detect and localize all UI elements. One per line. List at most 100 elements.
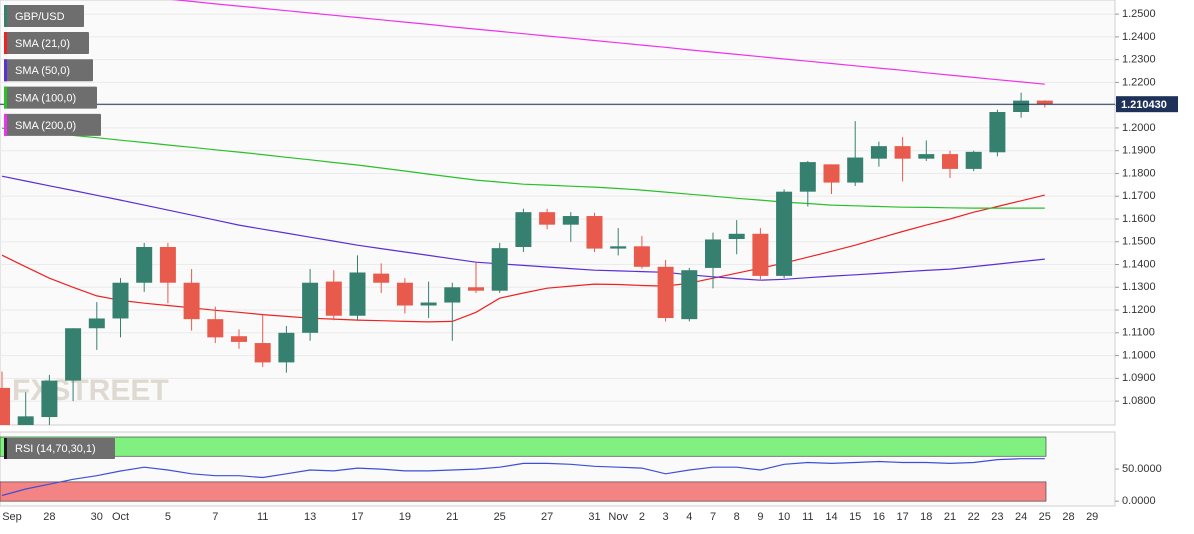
candle-body (799, 162, 816, 192)
candle-body (420, 302, 437, 306)
x-tick-label: 9 (757, 511, 763, 523)
candle-body (1013, 100, 1030, 112)
candle-body (396, 282, 413, 306)
sma-line (1, 175, 1045, 281)
x-tick-label: 28 (43, 511, 55, 523)
candle-body (610, 246, 627, 249)
candle-body (0, 387, 10, 425)
legend-box (4, 59, 93, 82)
x-tick-label: 5 (165, 511, 171, 523)
x-tick-label: 25 (1039, 511, 1051, 523)
x-tick-label: 22 (968, 511, 980, 523)
legend-box (4, 32, 89, 54)
candle-body (65, 328, 82, 381)
rsi-line (1, 458, 1045, 497)
candle-body (325, 281, 342, 316)
legend-swatch (4, 59, 7, 82)
x-tick-label: 7 (710, 511, 716, 523)
y-tick-label: 1.0900 (1122, 372, 1156, 384)
x-tick-label: 13 (304, 511, 316, 523)
candle-body (847, 157, 864, 183)
x-tick-label: 21 (446, 511, 458, 523)
candle-body (278, 332, 295, 363)
y-tick-label: 1.1500 (1122, 236, 1156, 248)
candle-body (136, 246, 153, 283)
candle-body (349, 272, 366, 316)
legend-box (4, 438, 115, 459)
candle-body (112, 282, 129, 319)
candle-body (1036, 100, 1053, 105)
candle-body (515, 212, 532, 247)
sma-line (170, 0, 1045, 85)
x-tick-label: 18 (920, 511, 932, 523)
x-tick-label: 24 (1015, 511, 1027, 523)
candle-body (894, 146, 911, 159)
x-tick-label: 19 (399, 511, 411, 523)
legend-box (4, 86, 97, 109)
candle-body (41, 380, 58, 418)
y-tick-label: 1.0800 (1122, 395, 1156, 407)
watermark: FXSTREET (12, 374, 169, 407)
legend-swatch (4, 5, 7, 27)
x-tick-label: 3 (663, 511, 669, 523)
candle-body (468, 287, 484, 291)
candle-body (776, 191, 793, 276)
legend-swatch (4, 113, 7, 136)
candle-body (159, 246, 176, 283)
legend-swatch (4, 32, 7, 54)
candle-body (302, 282, 319, 333)
sma-line (1, 127, 1045, 209)
price-panel (0, 0, 1116, 426)
x-tick-label: 7 (212, 511, 218, 523)
x-tick-label: 25 (494, 511, 506, 523)
y-tick-label: 1.1400 (1122, 258, 1156, 270)
candle-body (586, 216, 603, 249)
overlay: 1.25001.24001.23001.22001.21001.20001.19… (2, 5, 1178, 523)
legend-label: SMA (21,0) (15, 38, 70, 50)
y-tick-label: 1.1200 (1122, 304, 1156, 316)
legend-label: GBP/USD (15, 11, 65, 23)
x-tick-label: 11 (257, 511, 268, 523)
candle-body (989, 111, 1006, 153)
sma-line (1, 194, 1045, 323)
candle-body (965, 151, 982, 169)
y-tick-label: 1.2000 (1122, 122, 1156, 134)
candle-body (539, 212, 556, 225)
x-tick-label: 17 (896, 511, 908, 523)
x-tick-label: 8 (734, 511, 740, 523)
legend-box (4, 5, 84, 27)
y-tick-label: 1.1600 (1122, 213, 1156, 225)
x-tick-label: 17 (351, 511, 363, 523)
x-tick-label: 28 (1062, 511, 1074, 523)
y-tick-label: 1.1300 (1122, 281, 1156, 293)
x-tick-label: 27 (541, 511, 553, 523)
candle-body (942, 154, 958, 169)
y-tick-label: 0.0000 (1122, 495, 1156, 507)
candle-body (562, 216, 579, 225)
candle-body (823, 164, 840, 183)
x-tick-label: 11 (802, 511, 813, 523)
candle-body (254, 343, 271, 363)
y-tick-label: 1.1000 (1122, 349, 1156, 361)
candle-body (88, 318, 105, 329)
candle-body (444, 287, 461, 303)
legend-label: SMA (50,0) (15, 65, 70, 77)
x-tick-label: 31 (588, 511, 600, 523)
y-tick-label: 1.2400 (1122, 31, 1156, 43)
candle-body (681, 270, 698, 320)
y-tick-label: 1.2200 (1122, 76, 1156, 88)
candle-body (491, 248, 508, 291)
rsi-plot (0, 436, 1047, 502)
x-tick-label: 4 (686, 511, 692, 523)
legend-label: RSI (14,70,30,1) (15, 443, 96, 455)
x-tick-label: 10 (778, 511, 790, 523)
candle-body (752, 233, 769, 276)
y-tick-label: 50.0000 (1122, 463, 1162, 475)
last-price-label: 1.210430 (1121, 99, 1167, 111)
x-tick-label: 16 (873, 511, 885, 523)
overbought-band (0, 436, 1047, 457)
legend-label: SMA (100,0) (15, 93, 76, 105)
legend-swatch (4, 86, 7, 109)
x-tick-label: 23 (991, 511, 1003, 523)
